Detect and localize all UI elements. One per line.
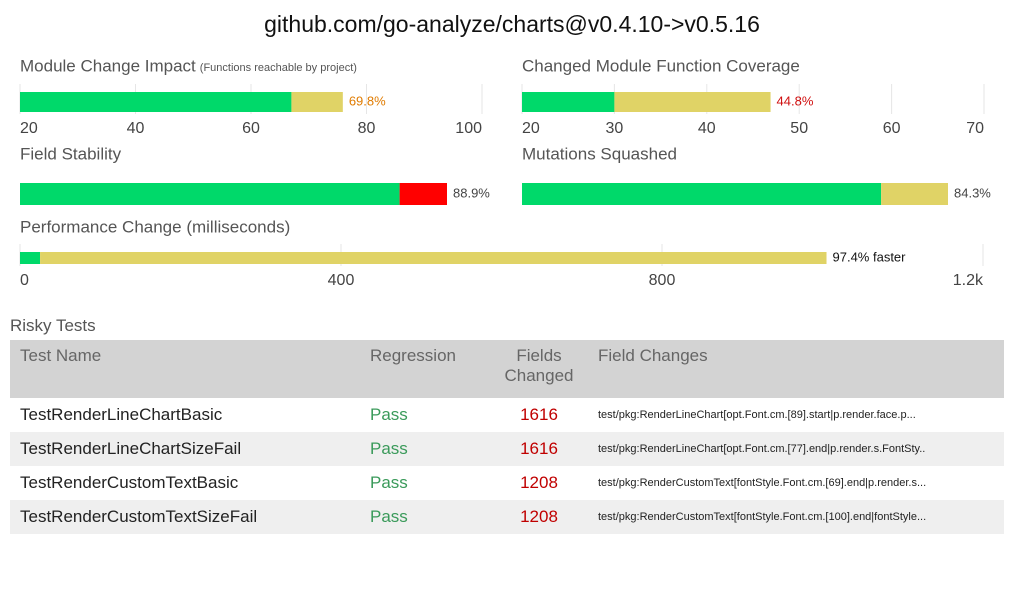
- x-tick-label: 0: [20, 272, 29, 289]
- value-label: 84.3%: [954, 185, 991, 200]
- bar-segment: [40, 252, 827, 264]
- chart-title: Module Change Impact: [20, 56, 196, 75]
- x-tick-label: 20: [522, 120, 540, 137]
- column-header: Field Changes: [588, 340, 1004, 398]
- x-tick-label: 800: [649, 272, 676, 289]
- bar-segment: [20, 252, 41, 264]
- x-tick-label: 30: [606, 120, 624, 137]
- chart-title: Mutations Squashed: [522, 144, 677, 163]
- x-tick-label: 400: [328, 272, 355, 289]
- table-cell: TestRenderCustomTextSizeFail: [10, 500, 360, 534]
- section-title: Risky Tests: [10, 316, 96, 335]
- page-title: github.com/go-analyze/charts@v0.4.10->v0…: [264, 11, 760, 37]
- annotation: 97.4% faster: [833, 249, 907, 264]
- table-cell: Pass: [370, 405, 408, 424]
- x-tick-label: 40: [127, 120, 145, 137]
- table-row: TestRenderLineChartSizeFail Pass 1616 test/…: [10, 432, 1004, 466]
- table-cell: 1616: [520, 405, 558, 424]
- x-tick-label: 1.2k: [953, 272, 984, 289]
- table-cell: test/pkg:RenderCustomText[fontStyle.Font…: [598, 477, 927, 489]
- chart-subtitle: (Functions reachable by project): [200, 62, 357, 74]
- x-tick-label: 100: [455, 120, 482, 137]
- bar-segment: [291, 92, 343, 112]
- table-cell: Pass: [360, 432, 490, 466]
- column-header: Fields Changed: [490, 340, 588, 398]
- table-row: TestRenderLineChartBasic Pass 1616 test/pkg…: [10, 398, 1004, 432]
- annotation: 69.8%: [349, 93, 386, 108]
- table-cell: Pass: [370, 473, 408, 492]
- header-row: Test Name Regression Fields Changed Field C…: [10, 340, 1004, 398]
- table-row: TestRenderCustomTextSizeFail Pass 1208 test…: [10, 500, 1004, 534]
- bar-segment: [881, 183, 948, 205]
- table-cell: 1208: [490, 500, 588, 534]
- column-header: Regression: [360, 340, 490, 398]
- bar-segment: [20, 92, 292, 112]
- table-row: TestRenderCustomTextBasic Pass 1208 test/pk…: [10, 466, 1004, 500]
- table-cell: 1208: [520, 473, 558, 492]
- table-cell: TestRenderLineChartSizeFail: [10, 432, 360, 466]
- bar-segment: [614, 92, 771, 112]
- bar-segment: [399, 183, 447, 205]
- bar-segment: [20, 183, 400, 205]
- value-label: 88.9%: [453, 185, 490, 200]
- bar-segment: [522, 183, 882, 205]
- x-tick-label: 80: [358, 120, 376, 137]
- table-cell: test/pkg:RenderLineChart[opt.Font.cm.[77…: [588, 432, 1004, 466]
- x-tick-label: 60: [883, 120, 901, 137]
- charts: github.com/go-analyze/charts@v0.4.10->v0…: [19, 11, 991, 289]
- chart-title: Field Stability: [20, 144, 122, 163]
- bar-segment: [522, 92, 615, 112]
- table-cell: test/pkg:RenderCustomText[fontStyle.Font…: [588, 500, 1004, 534]
- x-tick-label: 20: [20, 120, 38, 137]
- annotation: 44.8%: [777, 93, 814, 108]
- risky-tests-table: Test Name Regression Fields Changed Field C…: [10, 340, 1004, 534]
- x-tick-label: 70: [966, 120, 984, 137]
- x-tick-label: 60: [242, 120, 260, 137]
- table-cell: TestRenderCustomTextBasic: [20, 473, 239, 492]
- table-cell: Pass: [360, 500, 490, 534]
- x-tick-label: 50: [790, 120, 808, 137]
- column-header: Test Name: [10, 340, 360, 398]
- table-cell: TestRenderLineChartBasic: [20, 405, 223, 424]
- chart-title: Performance Change (milliseconds): [20, 217, 290, 236]
- chart-title: Changed Module Function Coverage: [522, 56, 800, 75]
- x-tick-label: 40: [698, 120, 716, 137]
- table-cell: 1616: [490, 432, 588, 466]
- table-cell: test/pkg:RenderLineChart[opt.Font.cm.[89…: [598, 409, 916, 421]
